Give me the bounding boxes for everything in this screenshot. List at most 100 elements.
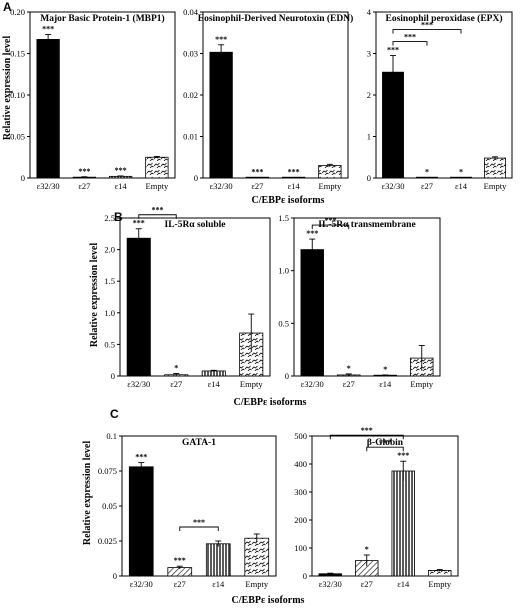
category-label: ε14 <box>208 379 221 389</box>
bar-3 <box>484 157 506 179</box>
y-tick-label: 0 <box>113 571 117 581</box>
bracket-label: *** <box>152 206 164 215</box>
significance-label: * <box>383 365 387 374</box>
y-tick-label: 0.03 <box>183 49 198 59</box>
panel-letter-b: B <box>114 210 123 224</box>
x-axis-label-b: C/EBPε isoforms <box>234 397 307 408</box>
category-label: ε32/30 <box>37 181 60 191</box>
y-tick-label: 0.04 <box>183 7 199 17</box>
significance-label: *** <box>42 24 54 33</box>
chart-panel-1: Eosinophil-Derived Neurotoxin (EDN) 0 0.01… <box>183 7 353 191</box>
chart-title: GATA-1 <box>182 438 216 448</box>
bracket-label: *** <box>325 216 337 225</box>
significance-label: * <box>174 363 178 372</box>
bar-2 <box>450 176 472 179</box>
bar-1 <box>245 176 270 179</box>
y-tick-label: 0.10 <box>10 90 25 100</box>
y-axis-label-b: Relative expression level <box>89 243 100 347</box>
y-tick-label: 1.5 <box>278 213 289 223</box>
chart-title: IL-5Rα soluble <box>165 220 226 230</box>
y-tick-label: 1 <box>367 132 371 142</box>
bar-3 <box>318 165 342 179</box>
category-label: ε14 <box>212 579 225 589</box>
category-label: ε27 <box>78 181 90 191</box>
chart-title: Eosinophil-Derived Neurotoxin (EDN) <box>198 13 354 24</box>
y-tick-label: 0.02 <box>183 90 198 100</box>
category-label: Empty <box>319 181 342 191</box>
category-label: ε14 <box>397 579 410 589</box>
category-label: ε32/30 <box>130 579 153 589</box>
category-label: ε14 <box>288 181 301 191</box>
significance-label: *** <box>288 168 300 177</box>
bar-3 <box>145 156 169 179</box>
y-tick-label: 300 <box>294 487 307 497</box>
category-label: ε32/30 <box>210 181 233 191</box>
y-tick-label: 1.0 <box>278 266 289 276</box>
significance-label: *** <box>387 46 399 55</box>
plot-frame <box>119 217 271 377</box>
y-tick-label: 200 <box>294 515 307 525</box>
category-label: ε14 <box>379 379 392 389</box>
significance-label: * <box>425 168 429 177</box>
significance-label: *** <box>115 166 127 175</box>
category-label: ε27 <box>421 181 433 191</box>
category-label: ε14 <box>115 181 128 191</box>
category-label: Empty <box>146 181 169 191</box>
chart-title: Eosinophil peroxidase (EPX) <box>385 13 502 24</box>
bracket-label: *** <box>361 426 373 435</box>
significance-label: * <box>347 364 351 373</box>
chart-title: Major Basic Protein-1 (MBP1) <box>40 13 164 24</box>
bracket-label: *** <box>404 33 416 42</box>
y-tick-label: 0.025 <box>98 536 117 546</box>
significance-label: *** <box>135 453 147 462</box>
significance-label: *** <box>397 451 409 460</box>
chart-panel-2: Eosinophil peroxidase (EPX) 0 1 2 3 4 *** ε32/3… <box>367 7 513 191</box>
significance-bracket <box>138 214 177 219</box>
y-tick-label: 0.05 <box>10 132 25 142</box>
significance-label: *** <box>251 168 263 177</box>
category-label: ε32/30 <box>301 379 324 389</box>
bar-0 <box>36 38 60 179</box>
category-label: ε27 <box>174 579 186 589</box>
category-label: Empty <box>484 181 507 191</box>
x-axis-label-a: C/EBPε isoforms <box>252 195 325 206</box>
chart-panels: Major Basic Protein-1 (MBP1)00.050.100.1… <box>10 7 513 589</box>
y-tick-label: 0 <box>367 173 371 183</box>
y-tick-label: 2.5 <box>104 213 115 223</box>
bar-3 <box>244 537 270 577</box>
y-tick-label: 0.05 <box>102 501 117 511</box>
bar-1 <box>416 176 438 179</box>
category-label: Empty <box>428 579 451 589</box>
y-tick-label: 0.20 <box>10 7 25 17</box>
bar-0 <box>126 237 151 377</box>
category-label: ε27 <box>361 579 373 589</box>
category-label: ε27 <box>343 379 355 389</box>
x-axis-label-c: C/EBPε isoforms <box>232 595 305 606</box>
y-tick-label: 0 <box>111 371 115 381</box>
y-tick-label: 0.1 <box>106 431 117 441</box>
y-tick-label: 0.5 <box>104 339 115 349</box>
chart-panel-6: β-Globin 0 100 200 300 400 500 ε32/30 * ε27 *** ε14… <box>294 426 459 589</box>
bracket-label: *** <box>421 21 433 30</box>
significance-bracket <box>329 434 404 440</box>
y-tick-label: 1.5 <box>104 276 115 286</box>
panel-letter-a: A <box>3 0 12 14</box>
y-tick-label: 100 <box>294 543 307 553</box>
significance-label: *** <box>215 35 227 44</box>
y-tick-label: 0 <box>285 371 289 381</box>
y-tick-label: 0 <box>21 173 25 183</box>
significance-label: *** <box>306 229 318 238</box>
panel-letter-c: C <box>110 407 119 421</box>
significance-label: *** <box>78 167 90 176</box>
significance-label: * <box>365 545 369 554</box>
y-tick-label: 4 <box>367 7 372 17</box>
chart-panel-0: Major Basic Protein-1 (MBP1) 0 0.05 0.10 0.1… <box>10 7 176 191</box>
y-tick-label: 400 <box>294 459 307 469</box>
category-label: Empty <box>240 379 263 389</box>
significance-label: *** <box>133 219 145 228</box>
bar-2 <box>205 543 231 577</box>
bar-2 <box>201 370 226 377</box>
bar-0 <box>300 249 324 377</box>
category-label: ε32/30 <box>382 181 405 191</box>
